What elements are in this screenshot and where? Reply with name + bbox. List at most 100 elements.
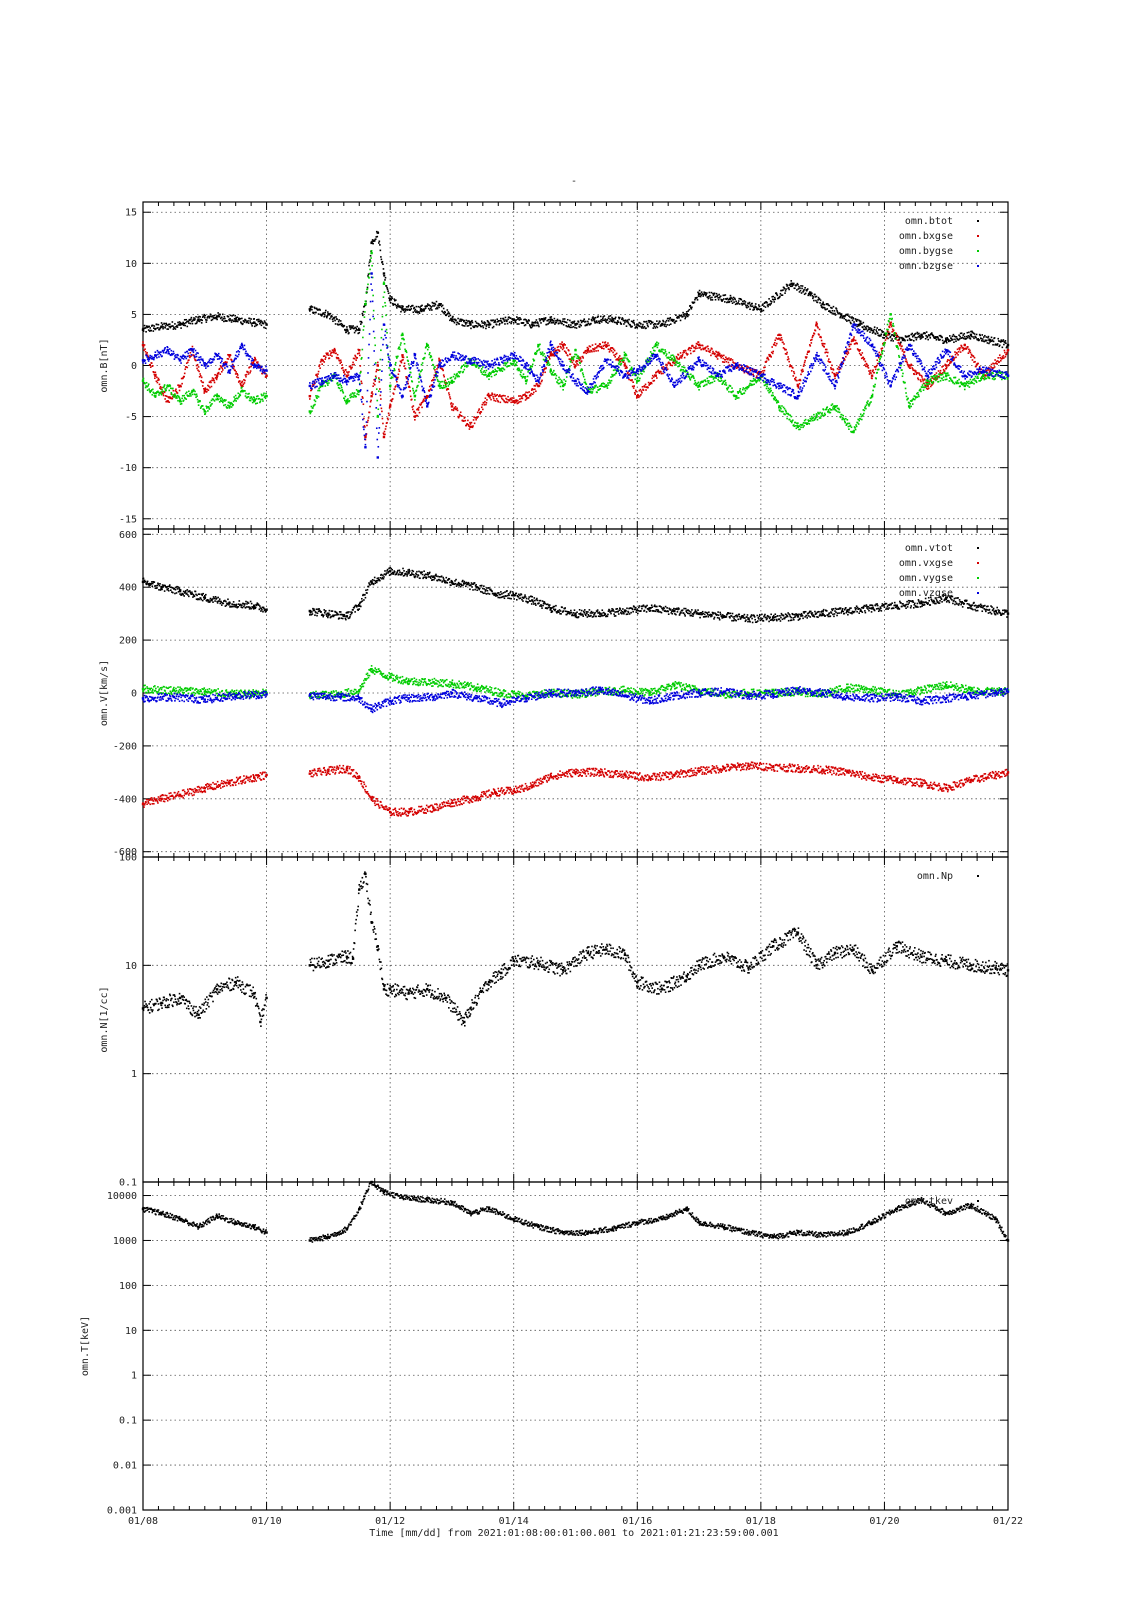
y-tick-label: -200 bbox=[113, 741, 137, 752]
y-tick-label: 0.01 bbox=[113, 1461, 137, 1472]
data-point bbox=[346, 767, 348, 769]
legend-marker bbox=[977, 592, 979, 594]
y-tick-label: 200 bbox=[119, 636, 137, 647]
x-tick-label: 01/14 bbox=[499, 1516, 529, 1527]
x-tick-label: 01/10 bbox=[252, 1516, 282, 1527]
data-point bbox=[370, 252, 372, 254]
data-point bbox=[871, 375, 873, 377]
x-tick-label: 01/18 bbox=[746, 1516, 776, 1527]
legend-marker bbox=[977, 235, 979, 237]
y-tick-label: 15 bbox=[125, 208, 137, 219]
y-axis-title: omn.B[nT] bbox=[99, 338, 110, 392]
series-dots bbox=[142, 250, 1008, 433]
data-point bbox=[401, 354, 403, 356]
data-point bbox=[970, 334, 972, 336]
x-tick-label: 01/16 bbox=[622, 1516, 652, 1527]
y-tick-label: 10 bbox=[125, 259, 137, 270]
series-omn-vxgse bbox=[142, 761, 1009, 816]
y-tick-label: 10 bbox=[125, 961, 137, 972]
series-omn-bygse bbox=[142, 250, 1009, 433]
legend-marker bbox=[977, 1200, 979, 1202]
legend-marker bbox=[977, 265, 979, 267]
data-point bbox=[383, 436, 385, 438]
legend-label: omn.vzgse bbox=[899, 588, 953, 599]
legend-label: omn.vtot bbox=[905, 543, 953, 554]
y-axis-title: omn.V[km/s] bbox=[99, 660, 110, 726]
legend-label: omn.bygse bbox=[899, 246, 953, 257]
y-tick-label: 400 bbox=[119, 583, 137, 594]
x-tick-labels: 01/08 01/10 01/12 01/14 01/16 01/18 01/20 01/22 bbox=[128, 1516, 1023, 1527]
series-dots bbox=[142, 1181, 1008, 1243]
y-tick-label: 600 bbox=[119, 530, 137, 541]
legend-label: omn.tkev bbox=[905, 1196, 953, 1207]
y-tick-label: -400 bbox=[113, 794, 137, 805]
data-point bbox=[624, 954, 626, 956]
legend-marker bbox=[977, 875, 979, 877]
y-axis-title: omn.T[keV] bbox=[80, 1316, 91, 1376]
legend-marker bbox=[977, 220, 979, 222]
data-point bbox=[216, 375, 218, 377]
legend-label: omn.vygse bbox=[899, 573, 953, 584]
data-point bbox=[346, 615, 348, 617]
series-omn-vtot bbox=[142, 567, 1009, 623]
y-tick-label: -15 bbox=[119, 514, 137, 525]
panel-4: 1000010001001010.10.010.001omn.T[keV]omn… bbox=[80, 1181, 1009, 1517]
x-tick-label: 01/20 bbox=[869, 1516, 899, 1527]
x-tick-label: 01/12 bbox=[375, 1516, 405, 1527]
y-tick-label: 0.001 bbox=[107, 1506, 137, 1517]
y-tick-label: 100 bbox=[119, 1281, 137, 1292]
legend-marker bbox=[977, 250, 979, 252]
y-tick-label: 10000 bbox=[107, 1191, 137, 1202]
panels: 15 10 5 0 -5 -10 -15 omn.B[nT] omn.btot omn.bxgse… bbox=[80, 202, 1009, 1517]
legend-label: omn.vxgse bbox=[899, 558, 953, 569]
data-point bbox=[383, 272, 385, 274]
x-tick-label: 01/08 bbox=[128, 1516, 158, 1527]
legend-label: omn.Np bbox=[917, 871, 953, 882]
series-omn-vygse bbox=[142, 665, 1009, 700]
data-point bbox=[265, 997, 267, 999]
data-point bbox=[426, 405, 428, 407]
data-point bbox=[587, 952, 589, 954]
data-point bbox=[321, 380, 323, 382]
y-tick-label: 0 bbox=[131, 361, 137, 372]
chart-title: - bbox=[571, 176, 577, 187]
series-omn-tkev bbox=[142, 1181, 1009, 1243]
legend-label: omn.bzgse bbox=[899, 261, 953, 272]
y-tick-label: 1 bbox=[131, 1371, 137, 1382]
legend-marker bbox=[977, 577, 979, 579]
y-tick-label: 0.1 bbox=[119, 1416, 137, 1427]
y-tick-label: -5 bbox=[125, 412, 137, 423]
data-point bbox=[1007, 969, 1009, 971]
y-tick-label: 100 bbox=[119, 853, 137, 864]
data-point bbox=[698, 692, 700, 694]
series-dots bbox=[142, 567, 1008, 623]
x-tick-label: 01/22 bbox=[993, 1516, 1023, 1527]
data-point bbox=[364, 446, 366, 448]
y-tick-label: -10 bbox=[119, 463, 137, 474]
data-point bbox=[259, 1021, 261, 1023]
y-tick-label: 10 bbox=[125, 1326, 137, 1337]
data-point bbox=[1007, 612, 1009, 614]
y-axis-title: omn.N[1/cc] bbox=[99, 986, 110, 1052]
legend-marker bbox=[977, 562, 979, 564]
panel-frame bbox=[143, 857, 1008, 1182]
time-range-footer: Time [mm/dd] from 2021:01:08:00:01:00.00… bbox=[369, 1528, 778, 1539]
series-omn-btot bbox=[142, 231, 1009, 349]
data-point bbox=[370, 272, 372, 274]
data-point bbox=[370, 395, 372, 397]
panel-1: 15 10 5 0 -5 -10 -15 omn.B[nT] omn.btot omn.bxgse… bbox=[99, 202, 1009, 529]
y-tick-label: 5 bbox=[131, 310, 137, 321]
series-dots bbox=[142, 231, 1008, 349]
y-tick-label: 1 bbox=[131, 1069, 137, 1080]
series-dots bbox=[142, 686, 1008, 713]
data-point bbox=[562, 969, 564, 971]
legend-label: omn.bxgse bbox=[899, 231, 953, 242]
series-dots bbox=[142, 761, 1008, 816]
series-omn-Np bbox=[142, 871, 1009, 1027]
legend-marker bbox=[977, 547, 979, 549]
legend-label: omn.btot bbox=[905, 216, 953, 227]
series-omn-vzgse bbox=[142, 686, 1009, 713]
series-dots bbox=[142, 871, 1008, 1027]
